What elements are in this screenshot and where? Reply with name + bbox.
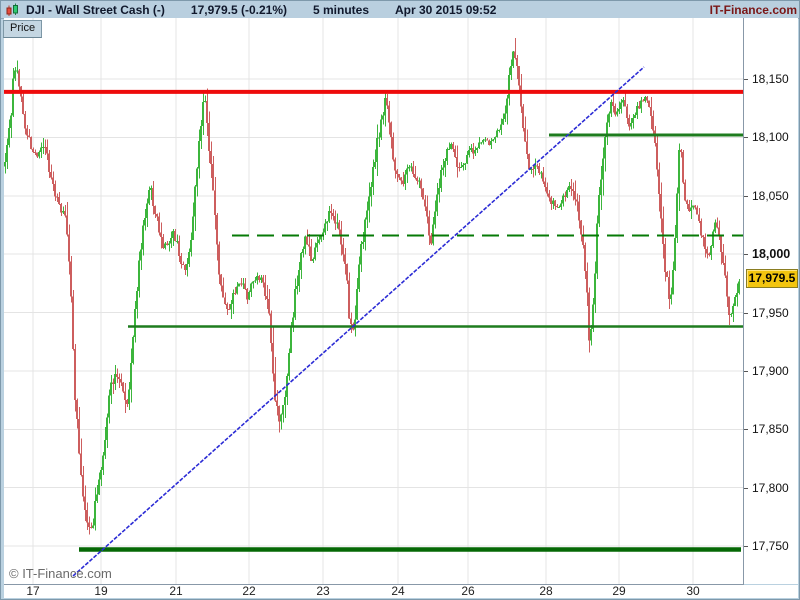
- x-axis-label: 26: [461, 584, 475, 598]
- y-axis-tick: [744, 429, 748, 431]
- y-axis-tick: [744, 254, 748, 256]
- brand-label: IT-Finance.com: [709, 2, 797, 17]
- last-price-badge: 17,979.5: [746, 269, 798, 289]
- y-axis-label: 18,050: [752, 188, 789, 203]
- date-axis: 17 19 21 22 23 24 26 28 29 30: [4, 585, 798, 598]
- candles: [4, 38, 741, 535]
- candlestick-chart: [4, 18, 743, 584]
- trendline-ascending: [72, 66, 645, 577]
- x-axis-label: 29: [612, 584, 626, 598]
- candlestick-logo-icon: [5, 3, 20, 17]
- instrument-title: DJI - Wall Street Cash (-): [26, 2, 165, 17]
- timeframe-label: 5 minutes: [312, 2, 369, 17]
- y-axis-label: 17,850: [752, 422, 789, 437]
- x-axis-label: 30: [686, 584, 700, 598]
- y-axis-tick: [744, 79, 748, 80]
- x-axis-label: 17: [26, 584, 40, 598]
- y-axis-label: 18,000: [752, 247, 791, 262]
- datetime-label: Apr 30 2015 09:52: [395, 2, 497, 17]
- x-axis-label: 23: [316, 584, 330, 598]
- last-quote: 17,979.5 (-0.21%): [190, 2, 287, 17]
- gridlines: [4, 18, 743, 584]
- y-axis-label: 18,100: [752, 130, 789, 145]
- y-axis-tick: [744, 487, 748, 489]
- x-axis-label: 28: [539, 584, 553, 598]
- tab-price[interactable]: Price: [3, 20, 43, 38]
- y-axis-label: 17,950: [752, 305, 789, 320]
- x-axis-label: 19: [94, 584, 108, 598]
- y-axis-tick: [744, 195, 748, 197]
- price-axis: 17,979.5 18,150 18,100 18,050 18,000 17,950 1…: [744, 18, 798, 584]
- chart-header: DJI - Wall Street Cash (-) 17,979.5 (-0.…: [1, 1, 799, 19]
- y-axis-label: 18,150: [752, 72, 789, 86]
- y-axis-tick: [744, 137, 748, 139]
- x-axis-label: 24: [391, 584, 405, 598]
- x-axis-label: 22: [242, 584, 256, 598]
- y-axis-tick: [744, 312, 748, 314]
- chart-plot-area[interactable]: © IT-Finance.com: [4, 18, 744, 585]
- x-axis-label: 21: [169, 584, 183, 598]
- y-axis-tick: [744, 370, 748, 372]
- y-axis-label: 17,750: [752, 539, 789, 553]
- plot-watermark: © IT-Finance.com: [9, 566, 112, 581]
- y-axis-label: 17,900: [752, 363, 789, 378]
- y-axis-tick: [744, 546, 748, 547]
- y-axis-label: 17,800: [752, 480, 789, 495]
